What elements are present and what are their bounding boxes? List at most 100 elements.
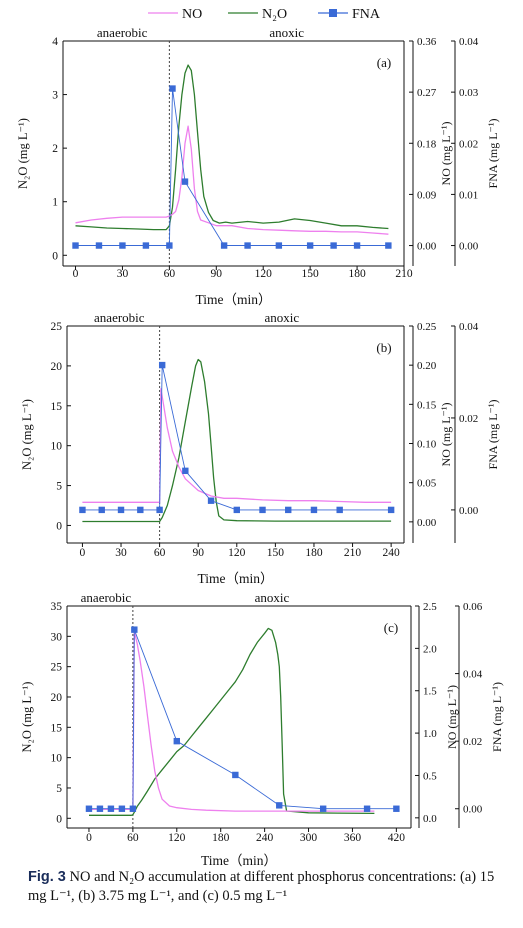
x-tick-label: 240 bbox=[256, 832, 274, 844]
phase-label-anaerobic: anaerobic bbox=[94, 310, 145, 325]
x-tick-label: 150 bbox=[302, 268, 320, 280]
left-tick-label: 4 bbox=[52, 36, 58, 48]
fna-point bbox=[118, 805, 126, 812]
x-tick-label: 180 bbox=[305, 547, 323, 559]
fna-tick-label: 0.00 bbox=[459, 241, 479, 253]
fna-point bbox=[119, 242, 126, 249]
x-tick-label: 180 bbox=[212, 832, 230, 844]
x-tick-label: 210 bbox=[395, 268, 413, 280]
left-tick-label: 25 bbox=[51, 321, 63, 333]
chart-panel-a: 0 30 60 90 120 150 180 210 Time（min） 0 1 2 3 4 N₂O (mg… bbox=[16, 25, 500, 307]
series-line-fna bbox=[89, 629, 397, 810]
left-tick-label: 0 bbox=[56, 520, 62, 532]
fna-point bbox=[169, 85, 176, 92]
phase-label-anaerobic: anaerobic bbox=[81, 590, 132, 605]
n2o-axis-label: N₂O (mg L⁻¹) bbox=[20, 682, 34, 753]
left-tick-label: 3 bbox=[52, 90, 58, 102]
fna-point bbox=[137, 506, 144, 514]
fna-point bbox=[156, 506, 163, 514]
left-tick-label: 35 bbox=[51, 601, 63, 613]
fna-tick-label: 0.02 bbox=[463, 736, 482, 748]
left-tick-label: 15 bbox=[51, 401, 63, 413]
n2o-axis-label: N₂O (mg L⁻¹) bbox=[20, 399, 34, 470]
left-tick-label: 2 bbox=[52, 143, 58, 155]
series-line-fna bbox=[82, 364, 392, 511]
x-tick-label: 240 bbox=[383, 547, 401, 559]
legend: NO N₂O FNA bbox=[148, 7, 381, 22]
fna-point bbox=[181, 178, 189, 185]
x-tick-label: 0 bbox=[86, 832, 92, 844]
x-tick-label: 180 bbox=[348, 268, 366, 280]
x-tick-label: 30 bbox=[117, 268, 129, 280]
fna-tick-label: 0.00 bbox=[459, 505, 479, 517]
legend-label-fna: FNA bbox=[352, 7, 381, 22]
x-tick-label: 120 bbox=[168, 832, 186, 844]
fna-point bbox=[232, 771, 239, 779]
figure-caption: Fig. 3 NO and N₂O accumulation at differ… bbox=[28, 868, 508, 906]
fna-point bbox=[117, 506, 125, 514]
fna-point bbox=[79, 506, 86, 514]
fna-point bbox=[182, 467, 189, 475]
fna-point bbox=[244, 242, 251, 249]
fna-point bbox=[233, 506, 240, 514]
no-tick-label: 0.0 bbox=[423, 813, 437, 825]
left-tick-label: 20 bbox=[51, 692, 63, 704]
legend-label-no: NO bbox=[182, 7, 202, 22]
chart-panel-b: 0 30 60 90 120 150 180 210 240 Time（min） 0 5 10 15 20 2… bbox=[20, 310, 500, 586]
x-tick-label: 0 bbox=[80, 547, 86, 559]
fna-point bbox=[72, 242, 79, 249]
fna-point bbox=[336, 506, 343, 514]
no-tick-label: 2.0 bbox=[423, 643, 437, 655]
x-tick-label: 120 bbox=[228, 547, 246, 559]
no-tick-label: 0.25 bbox=[417, 321, 437, 333]
x-tick-label: 90 bbox=[211, 268, 223, 280]
x-axis-label: Time（min） bbox=[195, 292, 271, 307]
panel-label: (b) bbox=[376, 340, 391, 355]
n2o-axis-label: N₂O (mg L⁻¹) bbox=[16, 118, 30, 189]
fna-point bbox=[95, 242, 103, 249]
x-tick-label: 60 bbox=[154, 547, 166, 559]
fna-tick-label: 0.06 bbox=[463, 601, 483, 613]
no-tick-label: 0.00 bbox=[417, 517, 437, 529]
fna-axis-label: FNA (mg L⁻¹) bbox=[490, 682, 504, 752]
series-line-no bbox=[75, 125, 389, 235]
panel-label: (a) bbox=[377, 55, 391, 70]
no-tick-label: 0.27 bbox=[417, 87, 437, 99]
fna-point bbox=[142, 242, 150, 249]
x-tick-label: 210 bbox=[344, 547, 362, 559]
no-tick-label: 0.09 bbox=[417, 189, 437, 201]
x-axis-label: Time（min） bbox=[197, 571, 273, 586]
x-tick-label: 0 bbox=[73, 268, 79, 280]
fna-point bbox=[129, 805, 137, 812]
fna-tick-label: 0.04 bbox=[459, 321, 479, 333]
fna-point bbox=[96, 805, 104, 812]
series-line-fna bbox=[75, 88, 389, 246]
fna-point bbox=[363, 805, 371, 812]
left-tick-label: 30 bbox=[51, 631, 63, 643]
fna-point bbox=[330, 242, 337, 249]
no-axis-label: NO (mg L⁻¹) bbox=[445, 685, 459, 749]
fna-point bbox=[220, 242, 228, 249]
caption-text: NO and N₂O accumulation at different pho… bbox=[28, 869, 495, 904]
series-line-n-o bbox=[75, 64, 389, 231]
left-tick-label: 20 bbox=[51, 361, 63, 373]
fna-point bbox=[353, 242, 361, 249]
fna-point bbox=[259, 506, 266, 514]
left-tick-label: 15 bbox=[51, 722, 63, 734]
left-tick-label: 10 bbox=[51, 441, 63, 453]
legend-label-n-o: N₂O bbox=[262, 7, 287, 22]
no-axis-label: NO (mg L⁻¹) bbox=[439, 403, 453, 467]
x-tick-label: 60 bbox=[127, 832, 139, 844]
no-tick-label: 0.5 bbox=[423, 770, 437, 782]
legend-marker-fna bbox=[329, 9, 337, 17]
left-tick-label: 5 bbox=[56, 783, 62, 795]
no-tick-label: 0.15 bbox=[417, 399, 437, 411]
phase-label-anoxic: anoxic bbox=[269, 25, 304, 40]
no-axis-label: NO (mg L⁻¹) bbox=[439, 122, 453, 186]
fna-tick-label: 0.04 bbox=[463, 669, 483, 681]
series-line-n-o bbox=[82, 358, 392, 523]
chart-panel-c: 0 60 120 180 240 300 360 420 Time（min） 0 5 10 15 20 25… bbox=[20, 590, 504, 868]
left-tick-label: 0 bbox=[52, 250, 58, 262]
fna-tick-label: 0.00 bbox=[463, 804, 483, 816]
